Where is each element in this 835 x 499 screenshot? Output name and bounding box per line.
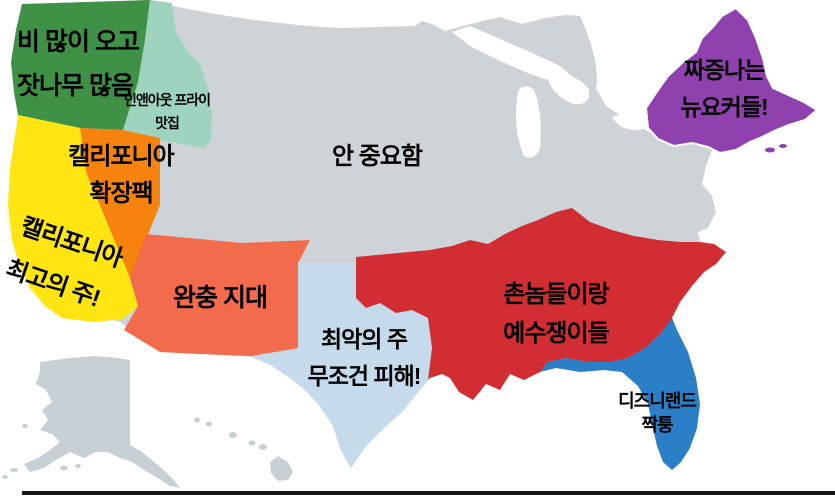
region-hawaii-big-island: [270, 456, 293, 481]
label-texas: 최악의 주 무조건 피해!: [307, 321, 422, 395]
region-pacific-northwest: [11, 0, 150, 130]
label-southwest: 완충 지대: [173, 283, 268, 313]
label-line: 잣나무 많음: [17, 72, 134, 100]
label-idaho: 인앤아웃 프라이 맛집: [123, 89, 211, 135]
region-alaska-island: [75, 464, 81, 468]
region-southwest: [124, 234, 310, 356]
region-alaska-island: [60, 465, 68, 471]
region-hawaii-island: [206, 421, 212, 427]
label-line: 캘리포니아: [68, 143, 174, 170]
label-line: 무조건 피해!: [307, 363, 422, 389]
label-northeast: 짜증나는 뉴요커들!: [680, 52, 768, 126]
region-northeast: [644, 6, 819, 155]
region-alaska-island: [2, 475, 8, 479]
region-northeast-island: [765, 147, 775, 153]
region-alaska-island: [10, 468, 18, 472]
label-nevada: 캘리포니아 확장팩: [68, 138, 174, 212]
region-california: [8, 115, 138, 322]
region-texas: [252, 263, 432, 468]
label-line: 인앤아웃 프라이: [123, 92, 211, 108]
label-line: 짜증나는: [683, 57, 766, 83]
label-florida: 디즈니랜드 짝퉁: [618, 389, 697, 437]
label-line: 짝퉁: [641, 415, 673, 435]
region-alaska: [24, 356, 180, 488]
label-line: 확장팩: [89, 180, 153, 207]
region-idaho: [123, 0, 212, 148]
label-south: 촌놈들이랑 예수쟁이들: [503, 275, 609, 353]
label-pacific-northwest: 비 많이 오고 잣나무 많음: [17, 20, 140, 108]
region-hawaii-island: [194, 417, 200, 423]
lake-superior: [452, 26, 576, 84]
region-alaska-island: [22, 424, 28, 428]
label-line: 뉴요커들!: [680, 94, 768, 120]
label-line: 최악의 주: [320, 326, 408, 352]
lake-huron: [548, 74, 590, 105]
region-northeast-island: [779, 144, 787, 148]
label-midwest: 안 중요함: [332, 142, 423, 172]
lake-erie: [612, 113, 650, 131]
label-line: 촌놈들이랑: [503, 281, 609, 308]
label-line: 예수쟁이들: [503, 320, 609, 347]
region-south: [356, 208, 726, 400]
region-hawaii-island: [248, 440, 256, 446]
region-nevada: [80, 128, 160, 278]
region-florida: [540, 318, 700, 470]
lake-michigan: [516, 86, 541, 158]
label-line: 완충 지대: [173, 284, 268, 312]
label-line: 비 많이 오고: [17, 28, 140, 56]
region-hawaii-island: [229, 432, 237, 438]
label-line: 안 중요함: [332, 143, 423, 170]
label-line: 디즈니랜드: [618, 391, 697, 411]
bottom-divider-bar: [22, 491, 835, 495]
region-hawaii-island: [259, 444, 267, 450]
label-line: 맛집: [155, 115, 180, 131]
